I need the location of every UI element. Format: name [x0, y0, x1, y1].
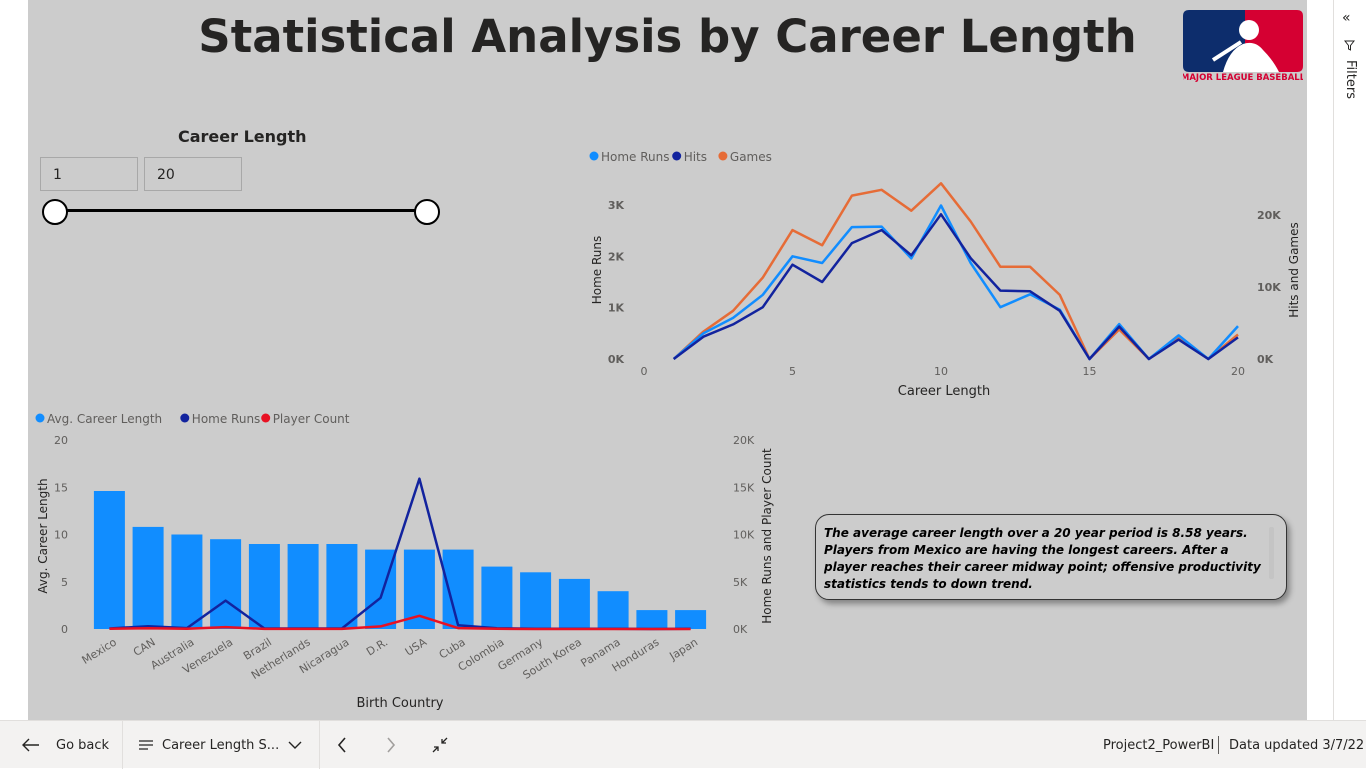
range-max-input[interactable]: 20: [144, 157, 242, 191]
y-tick-label: 1K: [608, 302, 625, 315]
slicer-title: Career Length: [178, 127, 307, 146]
career-length-line-chart[interactable]: Home Runs Hits Games 0K 1K 2K 3K 0K 10K 20K 0 5 10 15…: [28, 0, 1307, 720]
go-back-label: Go back: [56, 737, 110, 753]
mlb-logo: MAJOR LEAGUE BASEBALL: [1183, 10, 1303, 82]
range-slider-max-handle[interactable]: [414, 199, 440, 225]
y2-tick-label: 10K: [1257, 281, 1281, 294]
insight-text: The average career length over a 20 year…: [824, 526, 1261, 591]
next-page-button[interactable]: [386, 721, 396, 769]
filter-funnel-icon: [1344, 40, 1355, 51]
page-selector-dropdown[interactable]: Career Length S...: [139, 721, 302, 769]
divider: [1218, 736, 1219, 754]
logo-text: MAJOR LEAGUE BASEBALL: [1183, 73, 1303, 82]
collapse-chevrons-icon[interactable]: «: [1342, 10, 1351, 26]
divider: [122, 721, 123, 769]
series-line-games: [672, 182, 1239, 361]
x-tick-label: 10: [934, 365, 948, 378]
chevron-down-icon: [288, 741, 302, 749]
range-slider-track[interactable]: [55, 209, 427, 212]
data-updated-text: Data updated 3/7/22: [1229, 737, 1365, 753]
filters-label[interactable]: Filters: [1343, 60, 1358, 99]
chevron-left-icon: [337, 737, 346, 753]
x-tick-label: 0: [641, 365, 648, 378]
fit-to-page-button[interactable]: [432, 721, 448, 769]
series-line-hits: [672, 213, 1239, 361]
legend-label: Hits: [684, 150, 707, 164]
collapse-arrows-icon: [432, 737, 448, 753]
chevron-right-icon: [387, 737, 396, 753]
legend-label: Home Runs: [601, 150, 670, 164]
report-name: Project2_PowerBI: [1103, 737, 1215, 753]
legend-marker-home-runs: [589, 151, 599, 161]
y-tick-label: 2K: [608, 250, 625, 263]
legend-marker-games: [718, 151, 728, 161]
y-tick-label: 0K: [608, 353, 625, 366]
y-axis-title: Home Runs: [590, 236, 604, 305]
go-back-button[interactable]: Go back: [22, 721, 109, 769]
x-tick-label: 5: [789, 365, 796, 378]
y2-axis-title: Hits and Games: [1287, 222, 1301, 318]
arrow-left-icon: [22, 738, 39, 752]
y2-tick-label: 20K: [1257, 209, 1281, 222]
y2-tick-label: 0K: [1257, 353, 1274, 366]
page-selector-label: Career Length S...: [162, 737, 280, 753]
report-canvas: Statistical Analysis by Career Length MA…: [28, 0, 1307, 720]
legend-label: Games: [730, 150, 772, 164]
legend-marker-hits: [672, 151, 682, 161]
list-icon: [139, 740, 153, 750]
filters-pane[interactable]: « Filters: [1333, 0, 1366, 720]
divider: [319, 721, 320, 769]
range-min-input[interactable]: 1: [40, 157, 138, 191]
x-axis-title: Career Length: [898, 384, 990, 399]
x-tick-label: 15: [1083, 365, 1097, 378]
page-title: Statistical Analysis by Career Length: [198, 10, 1137, 63]
previous-page-button[interactable]: [337, 721, 347, 769]
y-tick-label: 3K: [608, 199, 625, 212]
x-tick-label: 20: [1231, 365, 1245, 378]
bottom-navigation-bar: Go back Career Length S... Project2_Powe…: [0, 720, 1366, 769]
insight-card: The average career length over a 20 year…: [815, 514, 1287, 600]
range-slider-min-handle[interactable]: [42, 199, 68, 225]
insight-scrollbar[interactable]: [1269, 527, 1274, 579]
